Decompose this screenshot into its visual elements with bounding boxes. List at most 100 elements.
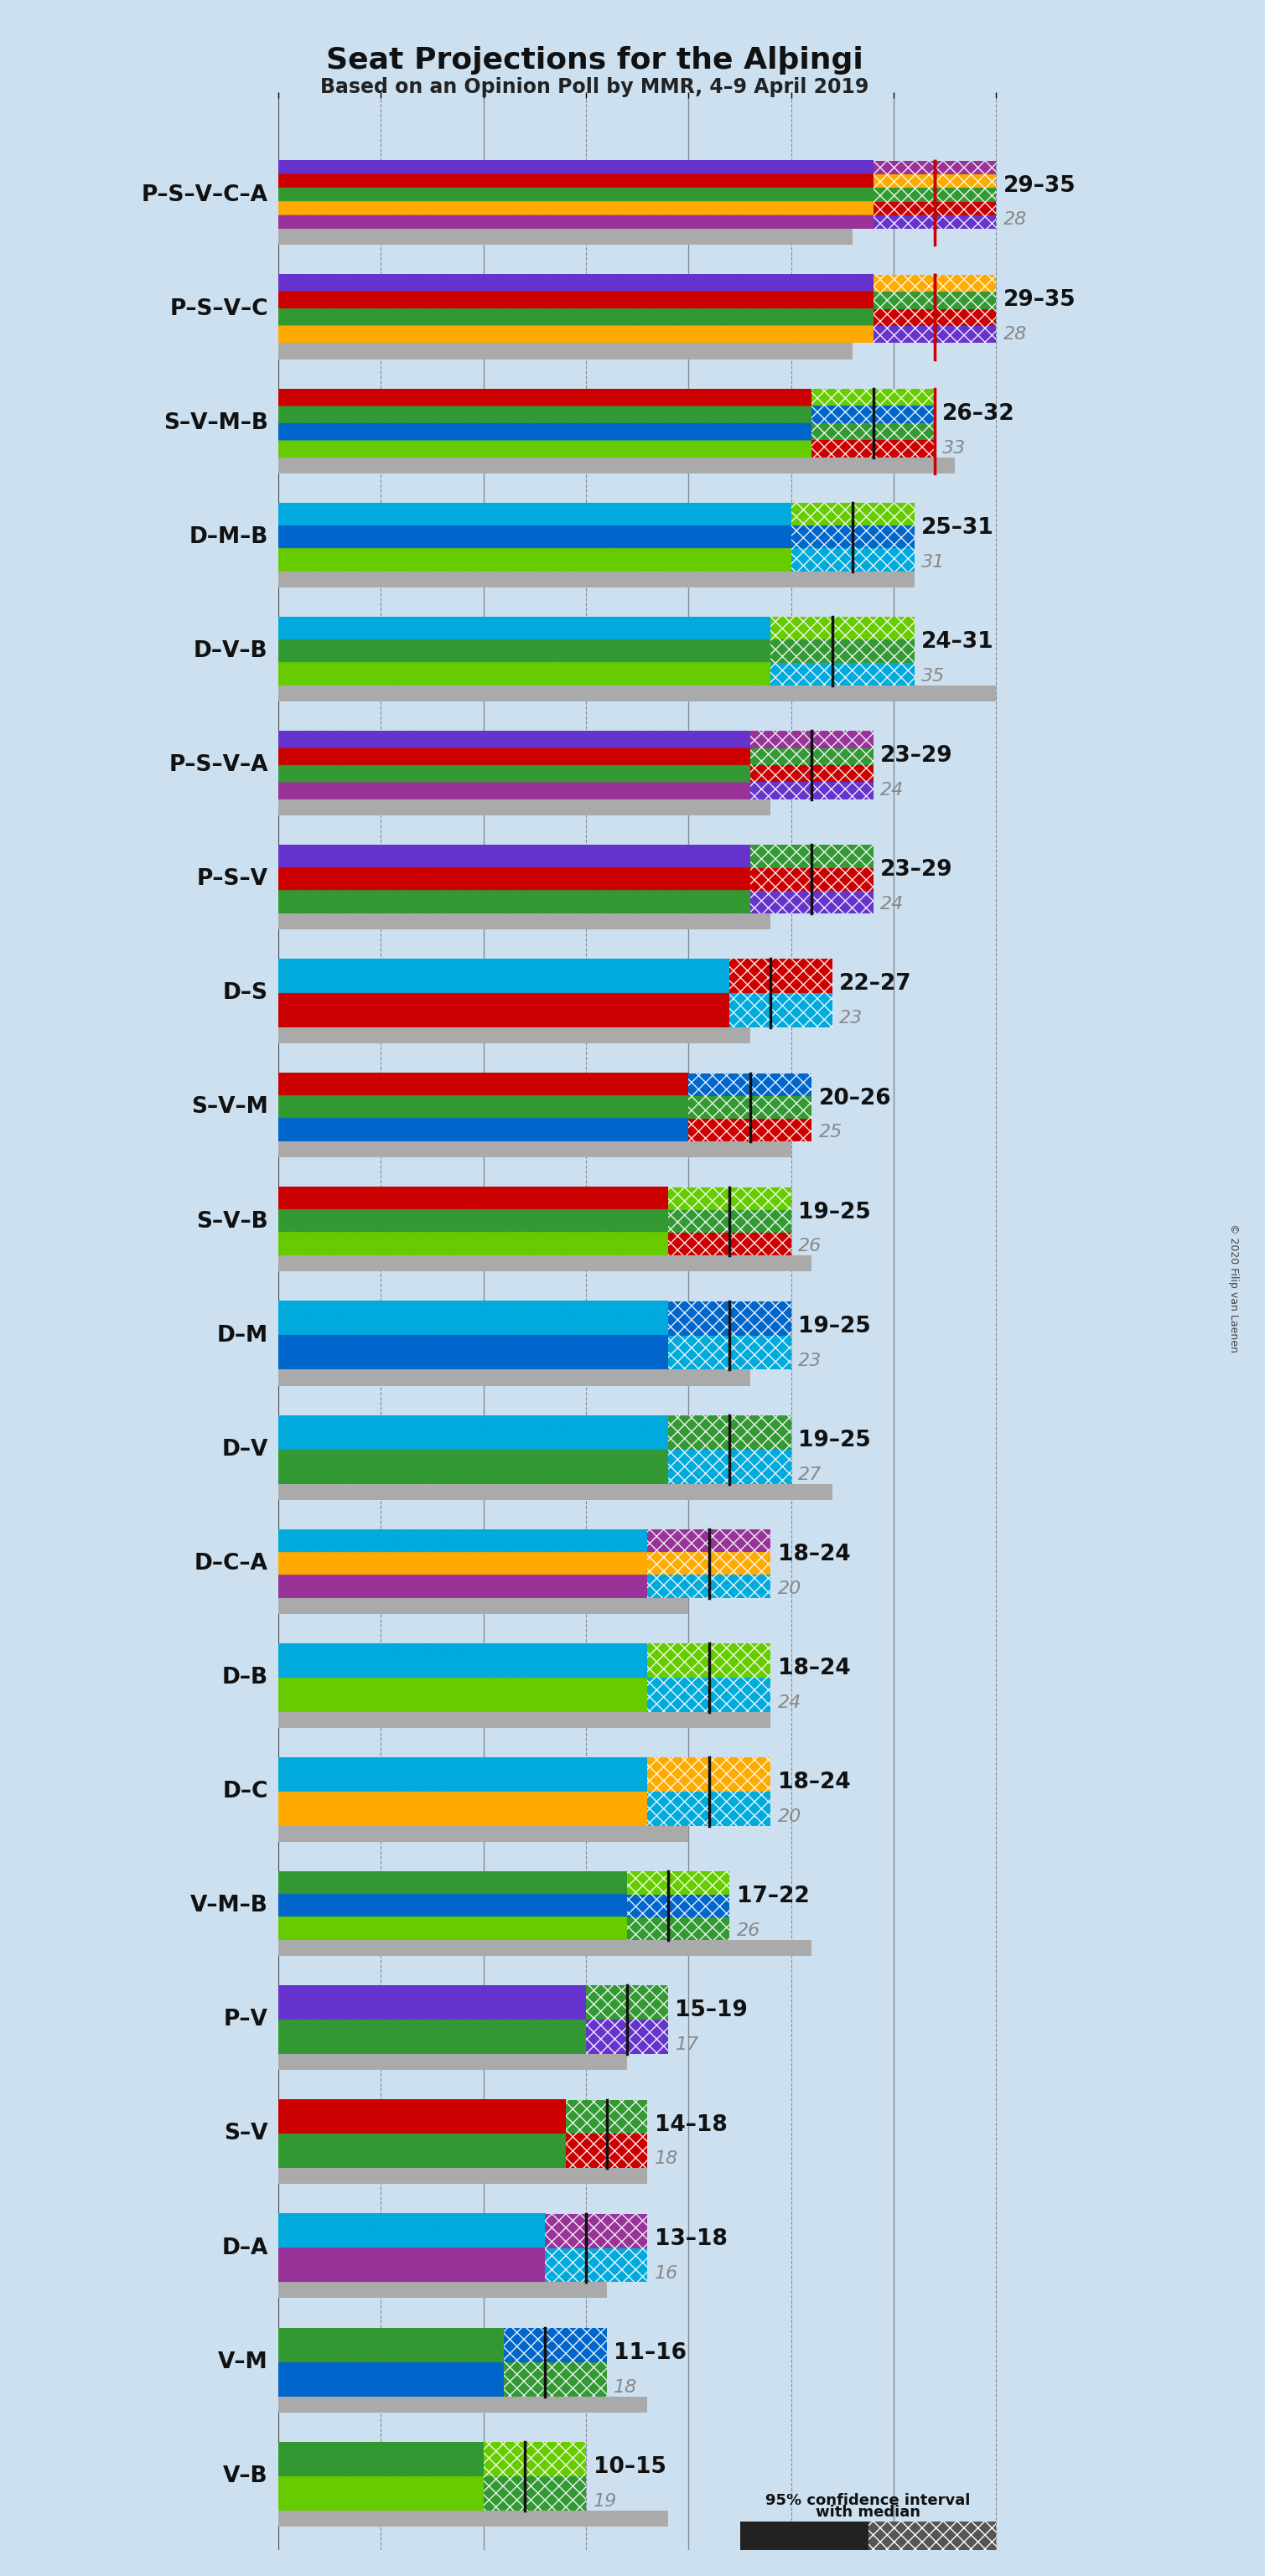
Text: D–S: D–S: [223, 981, 268, 1005]
Bar: [278, 2396, 648, 2411]
Text: S–V: S–V: [224, 2123, 268, 2146]
Text: 20–26: 20–26: [818, 1087, 892, 1110]
Bar: [812, 389, 935, 456]
Text: 25: 25: [818, 1123, 842, 1141]
Bar: [278, 1255, 812, 1273]
Bar: [750, 783, 873, 799]
Text: 14–18: 14–18: [655, 2115, 727, 2136]
Bar: [668, 1334, 791, 1370]
Text: with median: with median: [816, 2504, 921, 2519]
Text: © 2020 Filip van Laenen: © 2020 Filip van Laenen: [1228, 1224, 1238, 1352]
Bar: [565, 2099, 648, 2169]
Bar: [545, 2213, 648, 2282]
Text: 23: 23: [840, 1010, 863, 1028]
Bar: [750, 891, 873, 914]
Text: D–V: D–V: [221, 1437, 268, 1461]
Bar: [873, 276, 997, 291]
Bar: [668, 1414, 791, 1450]
Bar: [278, 2053, 627, 2071]
Bar: [750, 765, 873, 783]
Bar: [668, 1414, 791, 1484]
Bar: [483, 2442, 586, 2476]
Bar: [750, 732, 873, 747]
Bar: [791, 502, 915, 572]
Bar: [278, 914, 770, 930]
Text: 13–18: 13–18: [655, 2228, 727, 2249]
Bar: [668, 1301, 791, 1334]
Text: 23–29: 23–29: [880, 744, 953, 768]
Bar: [873, 276, 997, 343]
Text: S–V–B: S–V–B: [196, 1211, 268, 1231]
Text: 35: 35: [921, 667, 945, 685]
Text: 20: 20: [778, 1808, 802, 1826]
Bar: [627, 1917, 730, 1940]
Text: 28: 28: [1003, 325, 1027, 343]
Text: D–M: D–M: [216, 1324, 268, 1347]
Bar: [873, 175, 997, 188]
Text: 24: 24: [880, 896, 904, 912]
Bar: [791, 526, 915, 549]
Bar: [750, 747, 873, 765]
Bar: [565, 2099, 648, 2133]
Bar: [668, 1188, 791, 1255]
Bar: [483, 2476, 586, 2512]
Bar: [278, 343, 853, 358]
Text: 24: 24: [778, 1695, 802, 1710]
Bar: [791, 502, 915, 526]
Bar: [278, 1940, 812, 1955]
Bar: [648, 1643, 770, 1677]
Text: D–A: D–A: [221, 2236, 268, 2259]
Bar: [750, 868, 873, 891]
Bar: [627, 1873, 730, 1940]
Text: 17–22: 17–22: [736, 1886, 810, 1909]
Bar: [278, 1141, 791, 1157]
Text: 26: 26: [736, 1922, 760, 1940]
Bar: [278, 1028, 750, 1043]
Text: 18: 18: [614, 2378, 638, 2396]
Bar: [812, 389, 935, 407]
Bar: [668, 1450, 791, 1484]
Bar: [648, 1757, 770, 1793]
Bar: [873, 160, 997, 229]
Bar: [873, 309, 997, 327]
Text: 11–16: 11–16: [614, 2342, 687, 2365]
Text: P–S–V–A: P–S–V–A: [168, 755, 268, 775]
Bar: [648, 1757, 770, 1826]
Bar: [483, 2442, 586, 2512]
Bar: [278, 229, 853, 245]
Bar: [278, 2512, 668, 2527]
Bar: [648, 1677, 770, 1713]
Text: 29–35: 29–35: [1003, 175, 1077, 196]
Bar: [730, 994, 832, 1028]
Text: 18–24: 18–24: [778, 1543, 850, 1566]
Bar: [740, 2522, 868, 2576]
Bar: [668, 1301, 791, 1370]
Bar: [545, 2249, 648, 2282]
Bar: [770, 639, 915, 662]
Bar: [770, 616, 915, 685]
Text: 33: 33: [942, 440, 965, 456]
Bar: [668, 1211, 791, 1234]
Text: 27: 27: [798, 1466, 822, 1484]
Bar: [545, 2213, 648, 2249]
Text: 19–25: 19–25: [798, 1430, 872, 1450]
Bar: [648, 1574, 770, 1597]
Bar: [873, 291, 997, 309]
Bar: [873, 160, 997, 175]
Text: 10–15: 10–15: [593, 2455, 665, 2478]
Bar: [278, 685, 997, 701]
Bar: [873, 188, 997, 201]
Text: S–V–M: S–V–M: [191, 1097, 268, 1118]
Text: 26–32: 26–32: [942, 402, 1015, 425]
Text: 26: 26: [798, 1239, 822, 1255]
Bar: [503, 2362, 606, 2396]
Bar: [627, 1893, 730, 1917]
Text: 16: 16: [655, 2264, 678, 2282]
Text: P–V: P–V: [224, 2009, 268, 2030]
Text: 31: 31: [921, 554, 945, 569]
Text: P–S–V–C: P–S–V–C: [170, 299, 268, 319]
Text: Seat Projections for the Alþingi: Seat Projections for the Alþingi: [326, 46, 863, 75]
Bar: [648, 1530, 770, 1597]
Bar: [688, 1095, 812, 1118]
Bar: [648, 1553, 770, 1574]
